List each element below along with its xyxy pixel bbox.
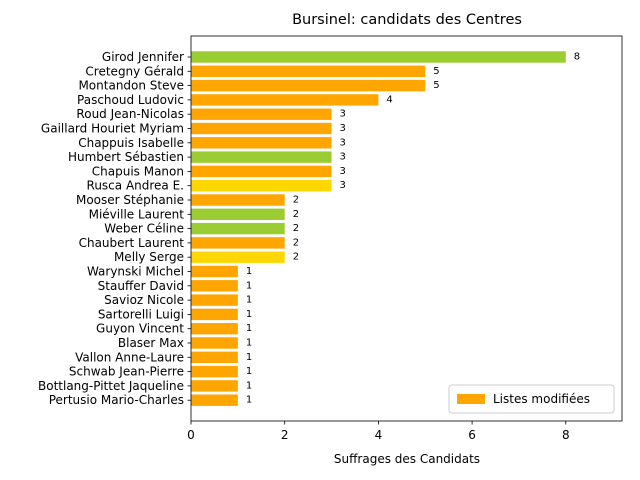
x-axis-title: Suffrages des Candidats — [334, 452, 480, 466]
data-label: 2 — [293, 252, 299, 263]
legend-label: Listes modifiées — [493, 392, 590, 406]
data-label: 8 — [574, 52, 580, 63]
category-label: Vallon Anne-Laure — [75, 350, 184, 364]
data-label: 1 — [246, 323, 252, 334]
category-label: Cretegny Gérald — [85, 64, 184, 78]
category-label: Girod Jennifer — [102, 50, 184, 64]
bar — [191, 280, 238, 292]
bar — [191, 265, 238, 278]
category-label: Schwab Jean-Pierre — [69, 365, 184, 379]
data-label: 1 — [246, 338, 252, 349]
x-tick-label: 4 — [375, 428, 383, 442]
category-label: Chaubert Laurent — [79, 236, 185, 250]
data-label: 3 — [340, 109, 346, 120]
category-label: Stauffer David — [98, 279, 184, 293]
bar — [191, 237, 285, 249]
data-label: 1 — [246, 266, 252, 277]
chart-title: Bursinel: candidats des Centres — [292, 12, 522, 28]
data-label: 1 — [246, 366, 252, 377]
category-label: Paschoud Ludovic — [77, 93, 184, 107]
category-label: Montandon Steve — [78, 79, 184, 93]
bar — [191, 194, 285, 206]
data-label: 3 — [340, 152, 346, 163]
category-label: Mooser Stéphanie — [76, 193, 184, 207]
data-label: 2 — [293, 209, 299, 220]
data-label: 3 — [340, 137, 346, 148]
data-label: 3 — [340, 166, 346, 177]
category-label: Chappuis Isabelle — [78, 136, 184, 150]
category-label: Rusca Andrea E. — [87, 179, 184, 193]
plot-frame — [190, 35, 623, 422]
bar — [191, 65, 426, 77]
bar — [191, 122, 332, 135]
bar — [191, 94, 379, 106]
category-label: Guyon Vincent — [96, 322, 184, 336]
category-label: Sartorelli Luigi — [98, 307, 184, 321]
category-label: Bottlang-Pittet Jaqueline — [38, 379, 184, 393]
bar — [191, 351, 238, 363]
data-label: 1 — [246, 380, 252, 391]
bar — [191, 180, 332, 192]
category-label: Roud Jean-Nicolas — [76, 107, 184, 121]
data-label: 5 — [433, 80, 439, 91]
legend-swatch — [457, 394, 485, 404]
category-label: Pertusio Mario-Charles — [49, 393, 184, 407]
data-label: 1 — [246, 352, 252, 363]
data-label: 1 — [246, 295, 252, 306]
x-tick-label: 8 — [562, 428, 570, 442]
category-label: Blaser Max — [118, 336, 184, 350]
category-label: Gaillard Houriet Myriam — [41, 122, 184, 136]
bar — [191, 222, 285, 235]
data-label: 1 — [246, 395, 252, 406]
bar — [191, 137, 332, 149]
value-labels: 8 5 5 4 3 3 3 3 3 3 2 2 2 2 2 1 1 1 1 1 1 1 1 1 1 — [246, 52, 580, 406]
bar — [191, 294, 238, 306]
data-label: 5 — [433, 66, 439, 77]
axes: 0 2 4 6 8 — [187, 35, 623, 442]
legend-box — [448, 384, 615, 414]
bar — [191, 365, 238, 378]
bar — [191, 337, 238, 349]
bar — [191, 308, 238, 321]
data-label: 2 — [293, 223, 299, 234]
data-label: 3 — [340, 123, 346, 134]
bar — [191, 79, 426, 92]
bar — [191, 108, 332, 120]
data-label: 3 — [340, 180, 346, 191]
bars-layer — [191, 51, 566, 406]
bar — [191, 394, 238, 406]
bar — [191, 323, 238, 335]
data-label: 2 — [293, 237, 299, 248]
data-label: 1 — [246, 280, 252, 291]
bar — [191, 380, 238, 392]
data-label: 1 — [246, 309, 252, 320]
data-label: 4 — [386, 94, 392, 105]
x-tick-label: 6 — [468, 428, 476, 442]
legend: Listes modifiées — [448, 384, 615, 414]
category-label: Humbert Sébastien — [68, 150, 184, 164]
bar — [191, 151, 332, 163]
bar — [191, 251, 285, 263]
category-label: Warynski Michel — [87, 265, 184, 279]
category-label: Miéville Laurent — [89, 207, 185, 221]
bar — [191, 208, 285, 220]
x-tick-label: 2 — [281, 428, 289, 442]
data-label: 2 — [293, 195, 299, 206]
category-label: Melly Serge — [114, 250, 184, 264]
category-label: Chapuis Manon — [92, 164, 184, 178]
x-tick-label: 0 — [187, 428, 195, 442]
bar — [191, 51, 566, 63]
category-label: Savioz Nicole — [104, 293, 184, 307]
bar — [191, 165, 332, 178]
category-label: Weber Céline — [104, 222, 184, 236]
